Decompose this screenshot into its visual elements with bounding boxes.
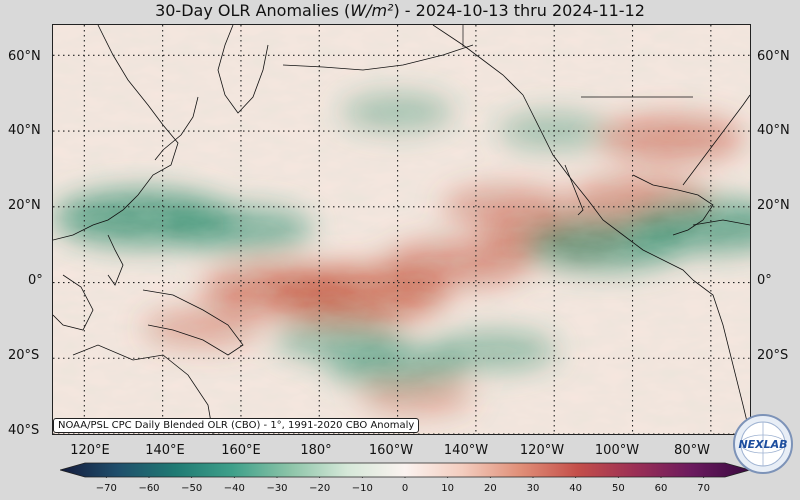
graticule (53, 25, 750, 434)
nexlab-logo: NEXLAB (733, 414, 793, 474)
map-canvas (53, 25, 750, 434)
colorbar-tick-label: 10 (441, 483, 455, 494)
colorbar (60, 462, 750, 478)
coastline-alaska (432, 25, 524, 96)
lon-label-120w: 120°W (519, 443, 565, 458)
data-source-credit: NOAA/PSL CPC Daily Blended OLR (CBO) - 1… (53, 418, 420, 433)
lat-label-right-20s: 20°S (757, 348, 789, 363)
colorbar-tick-label: 50 (611, 483, 625, 494)
lat-label-left-40s: 40°S (8, 423, 40, 438)
colorbar-tick-label: −40 (223, 483, 245, 494)
coastline-north-america (522, 94, 694, 281)
olr-anomaly-map (52, 24, 751, 435)
coastline-kamchatka (217, 25, 269, 114)
lon-label-160w: 160°W (368, 443, 414, 458)
coastlines (53, 25, 750, 434)
colorbar-tick-label: −10 (351, 483, 373, 494)
colorbar-tick-marks (105, 477, 705, 478)
coastline-new-guinea (142, 289, 244, 356)
svg-text:NEXLAB: NEXLAB (738, 438, 787, 451)
colorbar-tick-label: 70 (697, 483, 711, 494)
lon-label-160e: 160°E (221, 443, 261, 458)
colorbar-tick-label: 30 (526, 483, 540, 494)
colorbar-tick-label: −70 (95, 483, 117, 494)
colorbar-ramp (60, 462, 750, 478)
colorbar-tick-label: −60 (138, 483, 160, 494)
coastline-philippines (107, 234, 124, 286)
coastline-aleutians (282, 44, 474, 71)
colorbar-tick-label: −50 (181, 483, 203, 494)
lat-label-right-20n: 20°N (757, 198, 790, 213)
lon-label-80w: 80°W (674, 443, 710, 458)
coastline-borneo (53, 274, 94, 331)
coastline-east-us (682, 94, 750, 186)
coastline-baja (564, 164, 584, 216)
coastline-cuba (692, 219, 750, 226)
colorbar-tick-label: 0 (401, 483, 409, 494)
colorbar-tick-label: 40 (569, 483, 583, 494)
lat-label-left-60n: 60°N (8, 49, 41, 64)
lat-label-right-40n: 40°N (757, 123, 790, 138)
lon-label-140w: 140°W (443, 443, 489, 458)
coastline-south-america (692, 279, 750, 434)
lat-label-right-60n: 60°N (757, 49, 790, 64)
lat-label-right-0: 0° (757, 273, 772, 288)
coastline-gulf-of-mexico (632, 174, 714, 236)
lat-label-left-0: 0° (28, 273, 43, 288)
colorbar-tick-label: 20 (483, 483, 497, 494)
colorbar-tick-label: 60 (654, 483, 668, 494)
colorbar-tick-label: −20 (309, 483, 331, 494)
coastline-japan (154, 96, 199, 161)
lat-label-left-40n: 40°N (8, 123, 41, 138)
lat-label-left-20s: 20°S (8, 348, 40, 363)
lat-label-left-20n: 20°N (8, 198, 41, 213)
map-title: 30-Day OLR Anomalies (W/m²) - 2024-10-13… (155, 1, 645, 20)
colorbar-tick-label: −30 (266, 483, 288, 494)
lon-label-120e: 120°E (70, 443, 110, 458)
lon-label-140e: 140°E (145, 443, 185, 458)
coastline-asia (53, 25, 179, 241)
lon-label-100w: 100°W (594, 443, 640, 458)
anomaly-texture (53, 25, 750, 434)
lon-label-180: 180° (300, 443, 332, 458)
